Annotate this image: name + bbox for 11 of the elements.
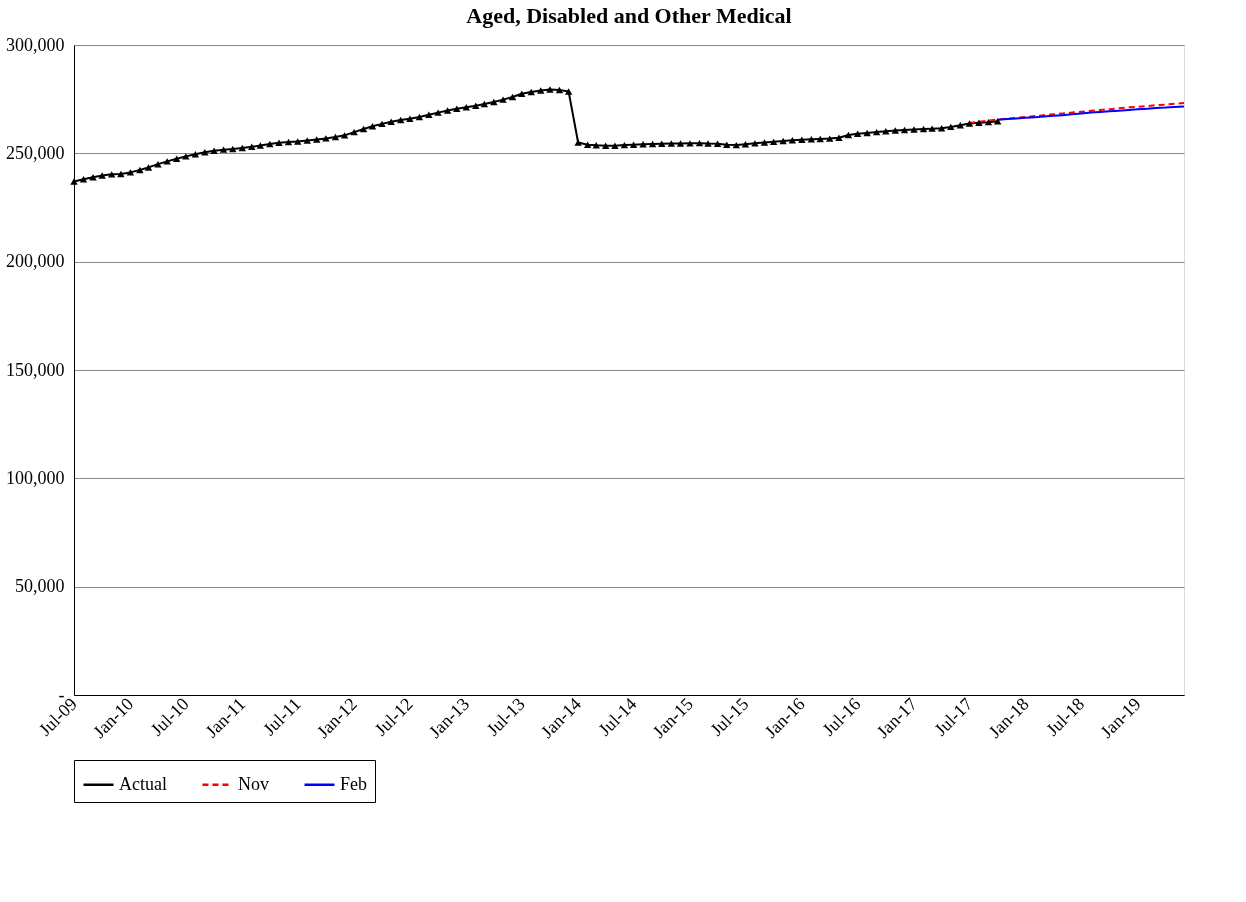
legend-label: Actual [119,773,167,794]
y-tick-label: 50,000 [15,576,65,597]
y-tick-label: 100,000 [6,467,65,488]
y-tick-label: - [58,684,65,705]
legend-label: Feb [340,773,367,794]
y-tick-label: 200,000 [6,251,65,272]
legend-label: Nov [238,773,269,794]
y-tick-label: 250,000 [6,142,65,163]
y-tick-label: 300,000 [6,34,65,55]
y-tick-label: 150,000 [6,359,65,380]
chart-title: Aged, Disabled and Other Medical [466,3,792,28]
